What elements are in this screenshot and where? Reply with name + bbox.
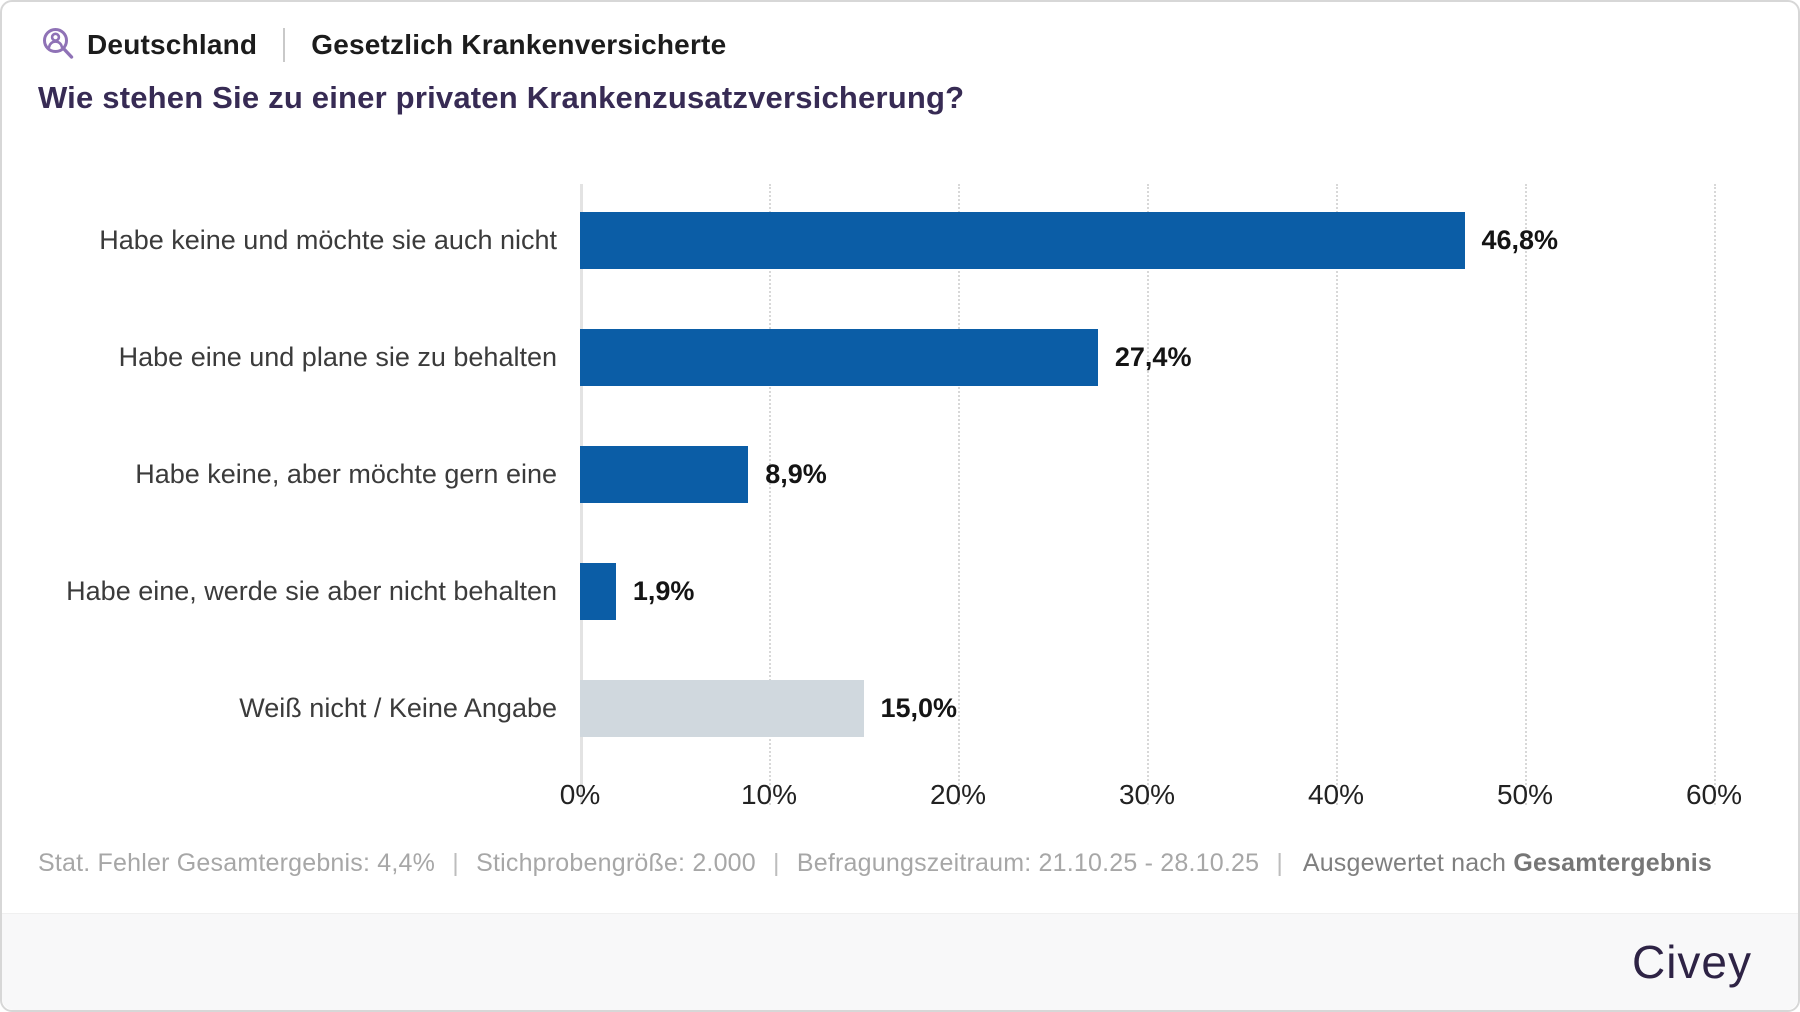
gridline [1525, 184, 1527, 805]
gridline [958, 184, 960, 805]
civey-logo[interactable]: Civey [1631, 936, 1752, 988]
x-tick-label: 40% [1307, 779, 1365, 810]
person-magnifier-icon [43, 28, 74, 59]
header-divider [283, 28, 286, 62]
bar-category-label: Habe eine, werde sie aber nicht behalten [66, 576, 557, 606]
region-label: Deutschland [87, 29, 258, 60]
bar-row: Habe keine, aber möchte gern eine 8,9% [38, 416, 1766, 533]
bar [580, 446, 749, 503]
question-title: Wie stehen Sie zu einer privaten Kranken… [38, 80, 965, 115]
separator: | [1276, 849, 1284, 877]
bar-value-label: 27,4% [1114, 342, 1192, 372]
gridline [1147, 184, 1149, 805]
x-tick-label: 30% [1118, 779, 1176, 810]
bar-row: Weiß nicht / Keine Angabe 15,0% [38, 650, 1766, 767]
audience-label: Gesetzlich Krankenversicherte [311, 29, 727, 60]
bar-category-label: Habe eine und plane sie zu behalten [118, 342, 557, 372]
x-tick-label: 0% [559, 779, 601, 810]
bar-row: Habe keine und möchte sie auch nicht 46,8… [38, 182, 1766, 299]
gridline [769, 184, 771, 805]
bar [580, 329, 1098, 386]
separator: | [773, 849, 780, 877]
target-group-header: Deutschland Gesetzlich Krankenversichert… [38, 24, 1798, 66]
bar [580, 563, 616, 620]
survey-period-text: Befragungszeitraum: 21.10.25 - 28.10.25 [796, 849, 1260, 877]
horizontal-bar-chart: Habe keine und möchte sie auch nicht 46,8… [38, 182, 1766, 819]
survey-metadata: Stat. Fehler Gesamtergebnis: 4,4% | Stic… [38, 849, 1798, 878]
gridline [1336, 184, 1338, 805]
evaluated-by-text: Ausgewertet nach Gesamtergebnis [1303, 849, 1712, 877]
stat-error-text: Stat. Fehler Gesamtergebnis: 4,4% [38, 849, 436, 877]
bar-value-label: 8,9% [765, 459, 827, 489]
bar-category-label: Habe keine, aber möchte gern eine [135, 459, 557, 489]
bar-value-label: 15,0% [880, 693, 958, 723]
brand-footer: Civey [2, 913, 1798, 1010]
x-axis-tick-labels: 0% 10% 20% 30% 40% 50% 60% [38, 775, 1766, 819]
bar-row: Habe eine und plane sie zu behalten 27,4% [38, 299, 1766, 416]
bar-category-label: Habe keine und möchte sie auch nicht [99, 225, 557, 255]
evaluated-by-label: Ausgewertet nach [1302, 849, 1507, 877]
bar-row: Habe eine, werde sie aber nicht behalten… [38, 533, 1766, 650]
x-tick-label: 10% [740, 779, 798, 810]
bar-value-label: 46,8% [1481, 225, 1559, 255]
x-tick-label: 60% [1685, 779, 1743, 810]
x-tick-label: 50% [1496, 779, 1554, 810]
bar-value-label: 1,9% [632, 576, 695, 606]
sample-size-text: Stichprobengröße: 2.000 [476, 849, 756, 877]
gridline [1714, 184, 1716, 805]
evaluated-by-value: Gesamtergebnis [1513, 849, 1713, 877]
bar [580, 680, 864, 737]
x-tick-label: 20% [929, 779, 987, 810]
separator: | [452, 849, 459, 877]
chart-rows: Habe keine und möchte sie auch nicht 46,8… [38, 182, 1766, 767]
bar [580, 212, 1465, 269]
bar-category-label: Weiß nicht / Keine Angabe [239, 693, 557, 723]
